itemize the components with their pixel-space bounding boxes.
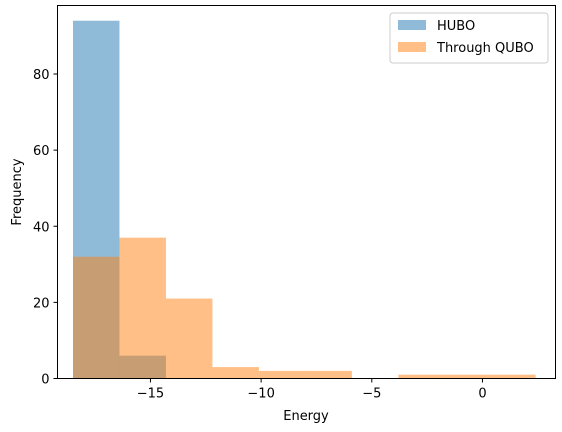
bar-through-qubo-5 <box>305 370 352 379</box>
y-tick-label-3: 60 <box>33 144 50 159</box>
plot-frame <box>57 5 556 379</box>
x-tick-label-3: 0 <box>478 387 486 402</box>
bar-through-qubo-2 <box>165 298 213 379</box>
x-tick-label-1: −10 <box>247 387 274 402</box>
bar-through-qubo-8 <box>444 374 492 379</box>
y-tick-label-4: 80 <box>33 68 50 83</box>
x-axis-ticks: −15 −10 −5 0 <box>137 378 487 402</box>
bar-through-qubo-3 <box>212 367 259 379</box>
legend: HUBO Through QUBO <box>389 12 549 64</box>
bar-through-qubo-0 <box>72 256 120 379</box>
y-tick-label-1: 20 <box>33 296 50 311</box>
legend-label-through-qubo: Through QUBO <box>436 41 534 56</box>
y-axis-label: Frequency <box>10 158 25 225</box>
legend-swatch-hubo <box>398 20 426 30</box>
x-tick-label-0: −15 <box>137 387 164 402</box>
y-axis-ticks: 0 20 40 60 80 <box>33 68 58 388</box>
x-axis-label: Energy <box>283 409 329 424</box>
legend-frame <box>389 12 549 64</box>
bar-through-qubo-9 <box>491 374 536 379</box>
bar-through-qubo-7 <box>398 374 445 379</box>
bar-through-qubo-4 <box>258 370 306 379</box>
x-tick-label-2: −5 <box>362 387 381 402</box>
histogram-bars <box>72 20 536 379</box>
y-tick-label-2: 40 <box>33 220 50 235</box>
bar-through-qubo-1 <box>119 237 166 379</box>
y-tick-label-0: 0 <box>41 373 49 388</box>
legend-label-hubo: HUBO <box>437 19 475 34</box>
legend-swatch-through-qubo <box>398 42 426 52</box>
